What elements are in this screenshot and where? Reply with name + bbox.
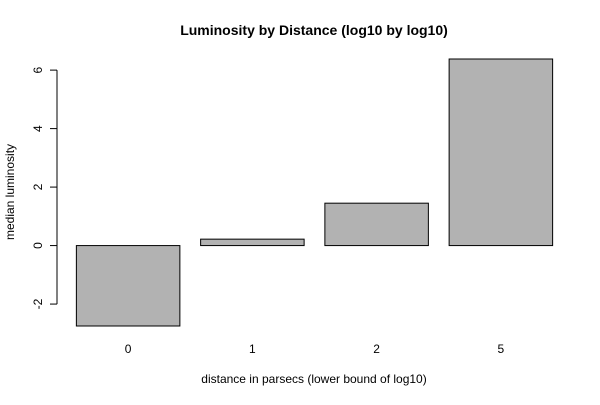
x-tick-label: 0: [125, 342, 132, 356]
bars: [75, 58, 554, 327]
y-tick-label: 6: [31, 66, 45, 73]
y-tick-label: 4: [31, 125, 45, 132]
y-axis-label: median luminosity: [3, 144, 17, 240]
x-tick-label: 2: [373, 342, 380, 356]
bar-1: [200, 238, 305, 247]
x-axis-label: distance in parsecs (lower bound of log1…: [201, 372, 426, 386]
chart-title: Luminosity by Distance (log10 by log10): [180, 22, 448, 38]
bar-0: [75, 245, 181, 327]
x-tick-label: 5: [498, 342, 505, 356]
bar-2: [324, 202, 429, 247]
x-tick-label: 1: [249, 342, 256, 356]
y-axis: -2 0 2 4 6: [31, 66, 58, 309]
x-tick-labels: 0 1 2 5: [125, 342, 505, 356]
y-tick-label: 0: [31, 242, 45, 249]
y-tick-label: 2: [31, 183, 45, 190]
bar-5: [448, 58, 554, 247]
y-tick-label: -2: [31, 298, 45, 309]
